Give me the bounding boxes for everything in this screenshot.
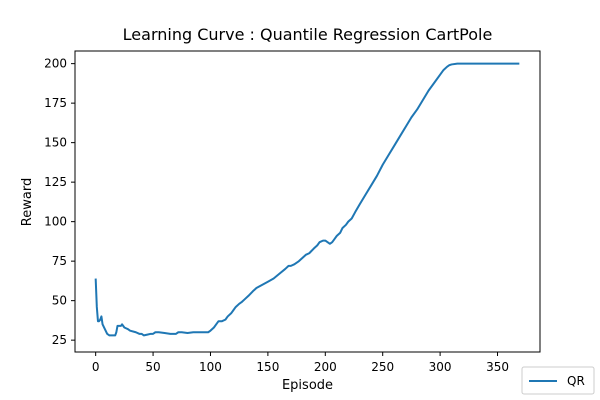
x-axis-label: Episode [282,378,333,393]
x-tick-label: 300 [429,360,452,374]
x-tick-label: 250 [371,360,394,374]
y-tick-label: 50 [52,294,67,308]
y-tick-label: 100 [44,215,67,229]
plot-frame [74,50,541,353]
x-tick-label: 50 [145,360,160,374]
y-tick-label: 200 [44,57,67,71]
plot-area [74,50,541,353]
x-tick-label: 150 [256,360,279,374]
legend: QR [521,366,595,395]
chart-title: Learning Curve : Quantile Regression Car… [123,25,493,44]
legend-label-qr: QR [567,374,585,388]
x-tick-label: 0 [92,360,100,374]
series-line-qr [94,62,520,337]
x-tick-label: 100 [199,360,222,374]
legend-box [521,366,595,395]
y-tick-label: 75 [52,254,67,268]
y-tick-label: 150 [44,136,67,150]
y-tick-label: 25 [52,333,67,347]
y-axis-ticks: 25 50 75 100 125 150 175 200 [44,57,75,347]
y-axis-label: Reward [20,178,35,226]
y-tick-label: 125 [44,175,67,189]
x-tick-label: 200 [314,360,337,374]
x-axis-ticks: 0 50 100 150 200 250 300 350 [92,352,509,374]
x-tick-label: 350 [486,360,509,374]
y-tick-label: 175 [44,96,67,110]
